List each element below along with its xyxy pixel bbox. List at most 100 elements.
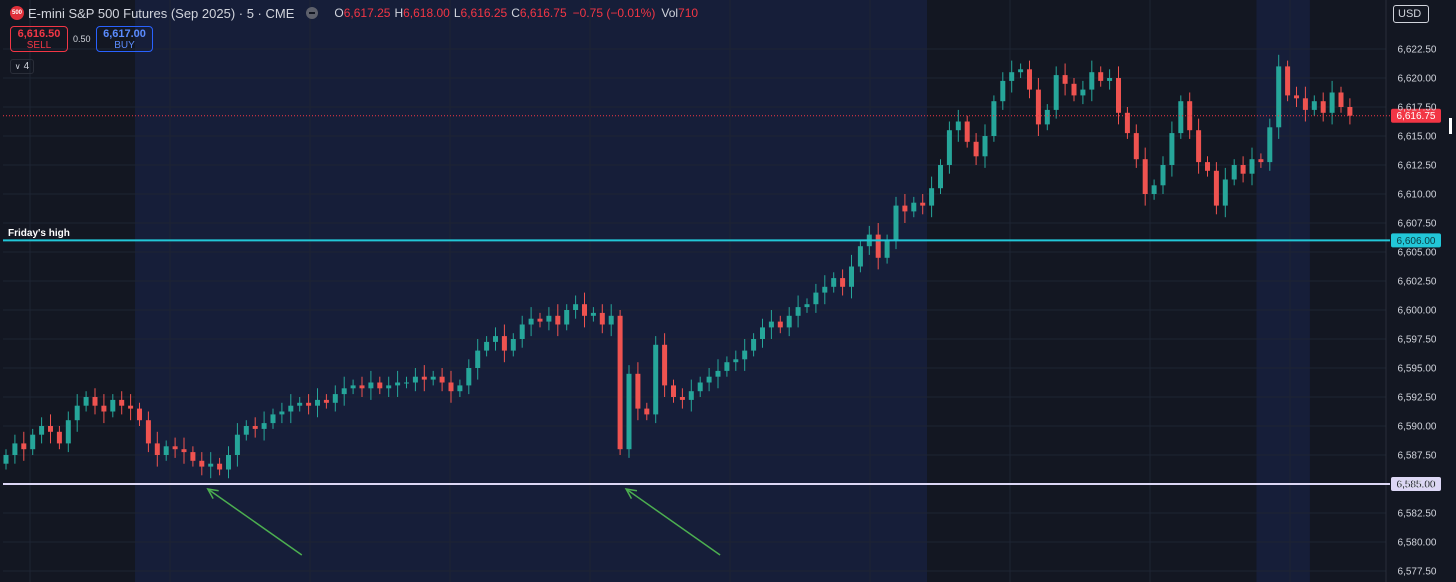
candle-body bbox=[297, 402, 303, 406]
candle-body bbox=[1053, 75, 1059, 110]
candle-body bbox=[1205, 162, 1210, 171]
candle-body bbox=[110, 399, 116, 412]
candle-body bbox=[546, 315, 552, 322]
candle-body bbox=[1276, 66, 1282, 128]
chevron-down-icon: ∨ bbox=[14, 62, 21, 71]
candle-body bbox=[421, 376, 427, 380]
low-label: L bbox=[453, 6, 461, 20]
y-tick-label: 6,590.00 bbox=[1398, 422, 1437, 433]
candle-body bbox=[1151, 185, 1157, 194]
spread-value: 0.50 bbox=[73, 34, 91, 44]
candle-body bbox=[964, 121, 970, 142]
candle-body bbox=[1169, 133, 1175, 165]
buy-price: 6,617.00 bbox=[103, 28, 146, 40]
candle-body bbox=[21, 443, 27, 450]
candle-body bbox=[528, 318, 534, 325]
candle-body bbox=[39, 426, 45, 435]
candle-body bbox=[279, 411, 285, 415]
candle-body bbox=[270, 414, 276, 424]
candle-body bbox=[368, 382, 374, 389]
candle-body bbox=[955, 121, 961, 131]
session-band-0 bbox=[135, 0, 928, 582]
candle-body bbox=[30, 434, 36, 450]
candle-body bbox=[65, 420, 71, 444]
low-value: 6,616.25 bbox=[460, 6, 508, 20]
candle-body bbox=[751, 339, 757, 351]
candle-body bbox=[1329, 92, 1335, 113]
indicators-toggle[interactable]: ∨ 4 bbox=[10, 59, 34, 74]
candle-body bbox=[1240, 165, 1246, 174]
candle-body bbox=[48, 426, 53, 432]
candle-body bbox=[1231, 165, 1237, 180]
candle-body bbox=[1027, 69, 1032, 90]
candle-body bbox=[323, 399, 329, 403]
candle-body bbox=[644, 408, 650, 415]
candle-body bbox=[199, 460, 205, 467]
candle-body bbox=[466, 368, 472, 386]
candle-body bbox=[1098, 72, 1104, 81]
candle-body bbox=[56, 431, 62, 444]
candle-body bbox=[1222, 179, 1228, 206]
buy-label: BUY bbox=[114, 40, 135, 51]
candle-body bbox=[662, 344, 668, 386]
candle-body bbox=[119, 399, 125, 406]
candle-body bbox=[599, 312, 605, 325]
candle-body bbox=[1160, 165, 1166, 186]
candle-body bbox=[635, 373, 641, 409]
candle-body bbox=[1196, 130, 1202, 163]
candle-body bbox=[430, 376, 436, 380]
price-tag-text-1: 6,585.00 bbox=[1397, 480, 1436, 491]
candle-body bbox=[804, 304, 810, 308]
currency-select[interactable]: USD bbox=[1393, 5, 1429, 23]
candle-body bbox=[849, 266, 854, 287]
candle-body bbox=[573, 304, 579, 310]
sell-label: SELL bbox=[26, 40, 52, 51]
candle-body bbox=[1302, 98, 1308, 110]
candle-body bbox=[697, 382, 703, 392]
candle-body bbox=[582, 304, 587, 316]
candle-body bbox=[724, 362, 730, 371]
symbol-logo-icon: 500 bbox=[10, 6, 24, 20]
open-label: O bbox=[334, 6, 344, 20]
candle-body bbox=[777, 321, 783, 328]
y-tick-label: 6,610.00 bbox=[1398, 190, 1437, 201]
candle-body bbox=[715, 370, 721, 377]
candle-body bbox=[1035, 89, 1041, 125]
y-tick-label: 6,622.50 bbox=[1398, 45, 1437, 56]
candle-body bbox=[172, 446, 178, 450]
y-tick-label: 6,587.50 bbox=[1398, 451, 1437, 462]
y-tick-label: 6,580.00 bbox=[1398, 538, 1437, 549]
candle-body bbox=[786, 315, 792, 328]
candle-body bbox=[1311, 101, 1317, 110]
candle-body bbox=[519, 324, 525, 339]
candle-body bbox=[252, 426, 258, 429]
candle-body bbox=[1320, 101, 1326, 113]
y-tick-label: 6,600.00 bbox=[1398, 306, 1437, 317]
candle-body bbox=[484, 341, 490, 351]
annotation-arrowhead-0 bbox=[206, 488, 219, 499]
candle-body bbox=[341, 388, 347, 395]
candle-body bbox=[1089, 72, 1095, 90]
candle-body bbox=[448, 382, 454, 392]
sell-button[interactable]: 6,616.50 SELL bbox=[10, 26, 68, 52]
symbol-title[interactable]: E-mini S&P 500 Futures (Sep 2025) · 5 · … bbox=[28, 5, 295, 21]
collapse-legend-icon[interactable] bbox=[306, 7, 319, 19]
y-tick-label: 6,597.50 bbox=[1398, 335, 1437, 346]
candle-body bbox=[626, 373, 632, 450]
candle-body bbox=[1285, 66, 1291, 96]
price-tag-1 bbox=[1391, 477, 1441, 491]
buy-button[interactable]: 6,617.00 BUY bbox=[96, 26, 153, 52]
candle-body bbox=[706, 376, 712, 383]
candle-body bbox=[154, 443, 160, 455]
candle-body bbox=[1000, 80, 1006, 102]
candle-body bbox=[822, 286, 828, 293]
candle-body bbox=[1080, 89, 1086, 96]
price-tag-0 bbox=[1391, 233, 1441, 248]
candle-body bbox=[1187, 101, 1193, 131]
candle-body bbox=[760, 327, 765, 339]
candle-body bbox=[510, 339, 516, 351]
candle-body bbox=[226, 455, 231, 470]
candle-body bbox=[991, 101, 997, 136]
